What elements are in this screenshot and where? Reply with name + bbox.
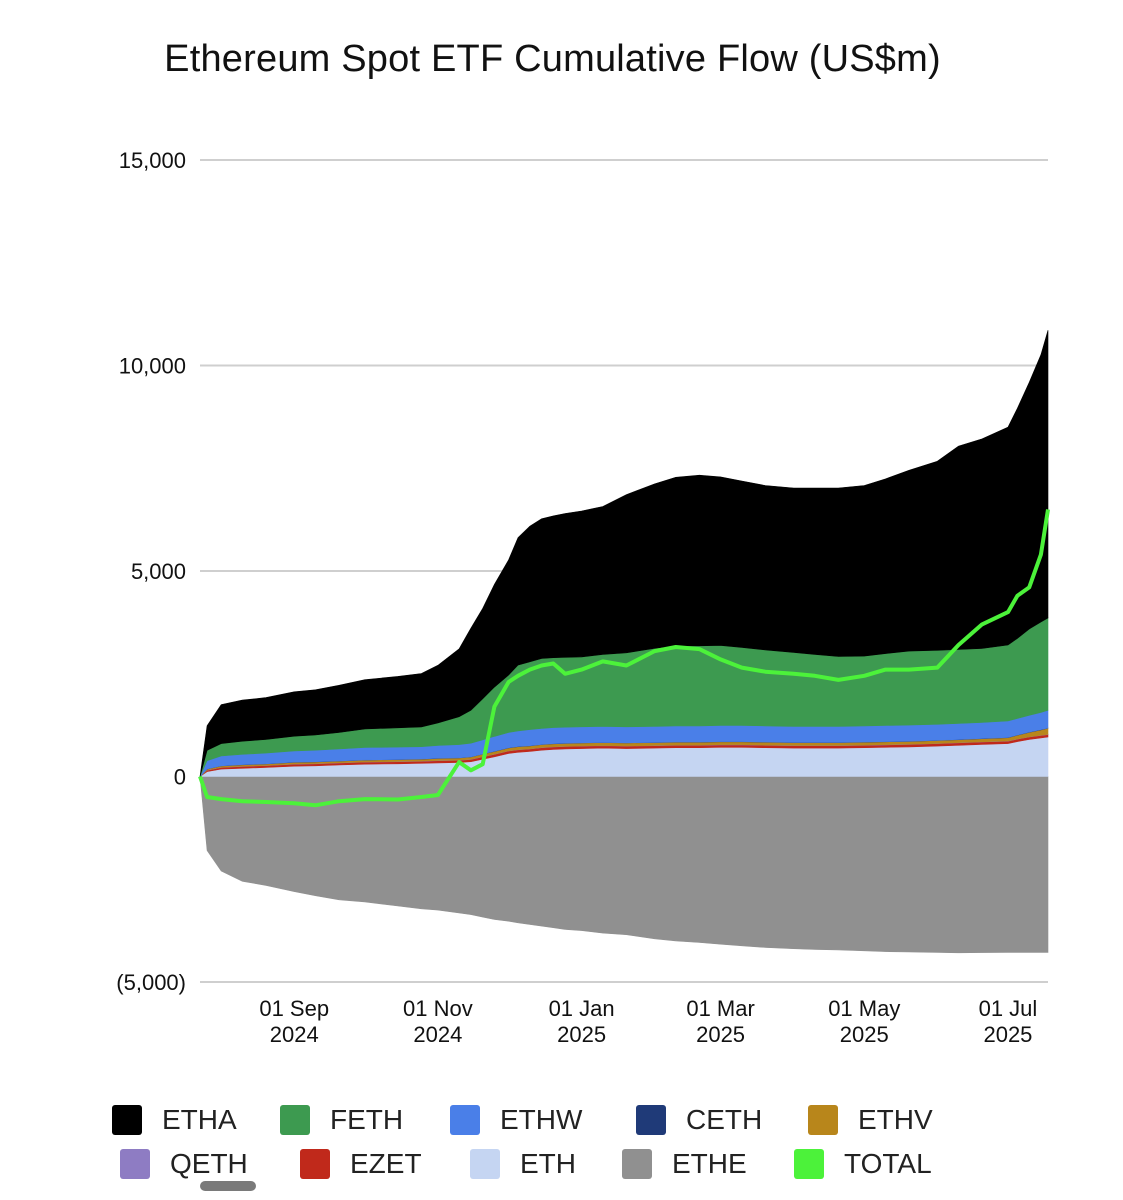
legend: ETHA FETH ETHW CETH ETHV QETH EZET [112, 1098, 1012, 1186]
legend-label-ethv: ETHV [858, 1104, 933, 1135]
legend-swatch-ezet [300, 1149, 330, 1179]
legend-label-total: TOTAL [844, 1148, 932, 1179]
area-etha [199, 330, 1049, 777]
legend-item-total[interactable]: TOTAL [794, 1144, 932, 1184]
x-tick-label-year: 2025 [557, 1022, 606, 1047]
x-tick-label-year: 2025 [840, 1022, 889, 1047]
legend-label-ceth: CETH [686, 1104, 763, 1135]
x-tick-label-year: 2025 [696, 1022, 745, 1047]
legend-swatch-qeth [120, 1149, 150, 1179]
x-tick-label-date: 01 Jan [549, 996, 615, 1021]
stacked-areas [199, 330, 1049, 954]
legend-item-ezet[interactable]: EZET [300, 1144, 470, 1184]
legend-item-feth[interactable]: FETH [280, 1100, 450, 1140]
legend-item-qeth[interactable]: QETH [120, 1144, 288, 1184]
line-total [198, 509, 1050, 808]
legend-swatch-eth [470, 1149, 500, 1179]
x-tick-label-date: 01 Jul [979, 996, 1038, 1021]
legend-swatch-ethw [450, 1105, 480, 1135]
legend-swatch-ceth [636, 1105, 666, 1135]
legend-label-ethe: ETHE [672, 1148, 747, 1179]
y-tick-label: 5,000 [131, 559, 186, 584]
x-tick-label-date: 01 May [828, 996, 900, 1021]
legend-label-eth: ETH [520, 1148, 576, 1179]
y-tick-label: 10,000 [119, 354, 186, 379]
legend-row-1: ETHA FETH ETHW CETH ETHV [112, 1098, 1012, 1142]
legend-label-feth: FETH [330, 1104, 404, 1135]
legend-item-etha[interactable]: ETHA [112, 1100, 280, 1140]
legend-swatch-ethv [808, 1105, 838, 1135]
y-tick-label: 15,000 [119, 148, 186, 173]
qeth-scroll-indicator [200, 1181, 256, 1191]
legend-item-ethv[interactable]: ETHV [808, 1100, 933, 1140]
legend-swatch-etha [112, 1105, 142, 1135]
total-line-layer [198, 509, 1050, 808]
x-tick-label-year: 2024 [413, 1022, 462, 1047]
x-tick-label-date: 01 Nov [403, 996, 473, 1021]
legend-swatch-feth [280, 1105, 310, 1135]
legend-item-ethw[interactable]: ETHW [450, 1100, 636, 1140]
legend-label-ethw: ETHW [500, 1104, 583, 1135]
legend-item-ethe[interactable]: ETHE [622, 1144, 794, 1184]
chart-title: Ethereum Spot ETF Cumulative Flow (US$m) [164, 38, 941, 80]
legend-label-qeth: QETH [170, 1148, 248, 1179]
legend-label-etha: ETHA [162, 1104, 237, 1135]
legend-item-ceth[interactable]: CETH [636, 1100, 808, 1140]
legend-swatch-total [794, 1149, 824, 1179]
x-tick-label-date: 01 Sep [259, 996, 329, 1021]
legend-label-ezet: EZET [350, 1148, 422, 1179]
x-tick-label-date: 01 Mar [686, 996, 754, 1021]
y-axis-ticks: 15,000 10,000 5,000 0 (5,000) [116, 148, 186, 995]
legend-swatch-ethe [622, 1149, 652, 1179]
legend-row-2: QETH EZET ETH ETHE TOTAL [112, 1142, 1012, 1186]
x-tick-label-year: 2024 [270, 1022, 319, 1047]
legend-item-eth[interactable]: ETH [470, 1144, 622, 1184]
x-tick-label-year: 2025 [983, 1022, 1032, 1047]
y-tick-label: 0 [174, 765, 186, 790]
y-tick-label: (5,000) [116, 970, 186, 995]
